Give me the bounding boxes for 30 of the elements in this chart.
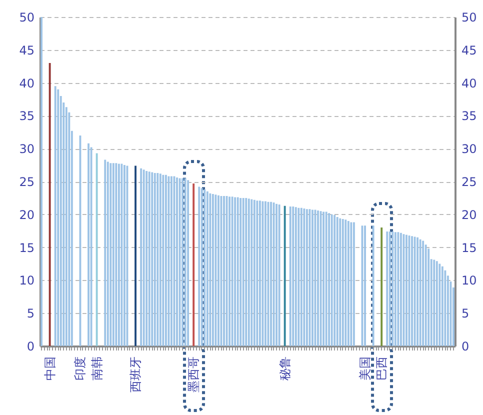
y-tick-label: 30 xyxy=(19,142,34,156)
x-tick-label: 美国 xyxy=(358,356,372,380)
y2-tick-label: 15 xyxy=(462,240,477,255)
y2-tick-label: 20 xyxy=(462,208,477,222)
y-tick-label: 20 xyxy=(19,208,34,222)
x-tick-label: 南韩 xyxy=(90,356,104,380)
y2-tick-label: 30 xyxy=(462,142,477,156)
y-tick-label: 40 xyxy=(19,76,34,90)
y2-tick-label: 25 xyxy=(462,175,477,189)
y-tick-label: 15 xyxy=(19,240,34,255)
y2-tick-label: 5 xyxy=(462,306,470,321)
y2-tick-label: 50 xyxy=(462,10,477,24)
y-tick-label: 45 xyxy=(19,43,34,58)
x-tick-label: 西班牙 xyxy=(128,356,143,392)
x-tick-label: 中国 xyxy=(42,356,57,380)
y-tick-label: 50 xyxy=(19,10,34,24)
y-tick-label: 25 xyxy=(19,175,34,189)
y-tick-label: 0 xyxy=(26,340,34,354)
x-tick-label: 巴西 xyxy=(374,356,389,380)
x-tick-label: 秘鲁 xyxy=(278,356,292,380)
y2-tick-label: 0 xyxy=(462,340,470,354)
y-tick-label: 5 xyxy=(26,306,34,321)
y2-tick-label: 45 xyxy=(462,43,477,58)
y2-tick-label: 35 xyxy=(462,109,477,124)
y2-tick-label: 40 xyxy=(462,76,477,90)
y-tick-label: 35 xyxy=(19,109,34,124)
x-tick-label: 印度 xyxy=(73,356,88,380)
x-tick-label: 墨西哥 xyxy=(186,356,201,392)
y-tick-label: 10 xyxy=(19,274,34,288)
y2-tick-label: 10 xyxy=(462,274,477,288)
